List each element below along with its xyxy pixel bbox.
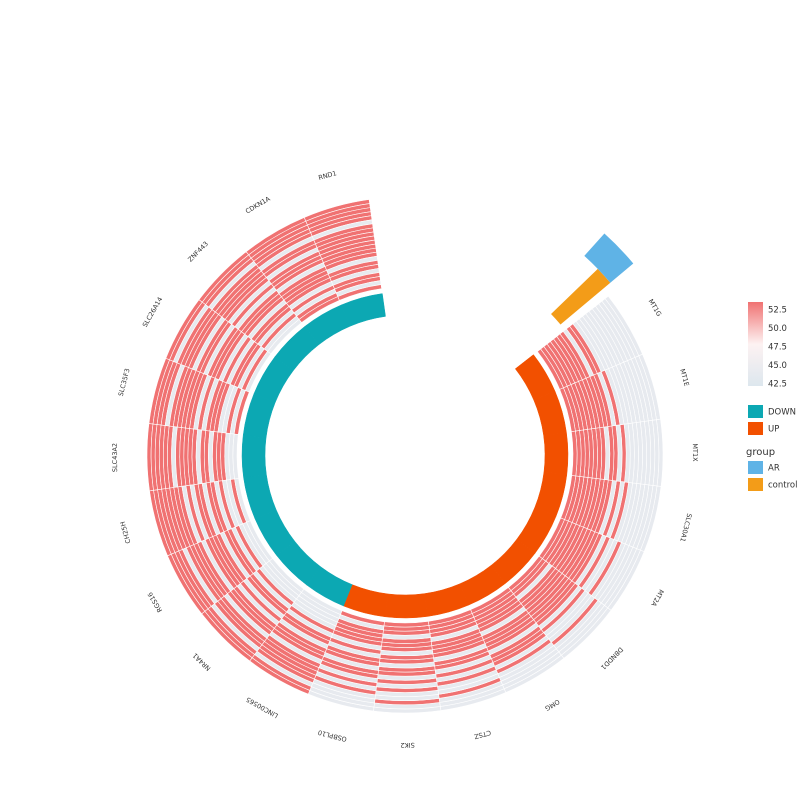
- gene-label: CTSZ: [473, 728, 492, 740]
- legend-swatch: [748, 422, 763, 435]
- heatmap-cell: [268, 558, 305, 593]
- heatmap-cell: [298, 296, 340, 324]
- gene-label: SLC30A1: [678, 513, 693, 543]
- direction-segment: [241, 434, 267, 478]
- direction-segment: [516, 507, 557, 554]
- direction-segment: [534, 471, 568, 517]
- gene-label: MT1G: [647, 298, 663, 318]
- direction-segment: [343, 584, 389, 618]
- gene-label: SLC26A14: [141, 296, 164, 329]
- direction-segment: [490, 538, 536, 584]
- gene-label: MT1E: [678, 368, 690, 387]
- gene-label: OMG: [543, 697, 561, 712]
- legend-label: control: [768, 481, 797, 491]
- heatmap-cell: [232, 433, 239, 480]
- gene-label: MT1X: [691, 443, 699, 462]
- heatmap-cell: [233, 390, 250, 435]
- legend-label: UP: [768, 425, 779, 435]
- gene-label: CDKN1A: [244, 194, 272, 215]
- colorbar-tick-label: 45.0: [768, 361, 787, 371]
- direction-segment: [543, 432, 569, 476]
- direction-segment: [254, 509, 296, 556]
- direction-segment: [306, 566, 353, 607]
- heatmap-cells: [146, 199, 664, 714]
- colorbar-tick-label: 50.0: [768, 324, 787, 334]
- gene-label: LINC00565: [245, 695, 280, 720]
- group-block-control: [551, 268, 611, 325]
- direction-segment: [340, 293, 386, 327]
- group-annotation-ring: [551, 233, 634, 325]
- heatmap-cell: [560, 475, 577, 520]
- heatmap-cell: [301, 588, 343, 615]
- heatmap-cell: [337, 284, 382, 301]
- heatmap-cell: [340, 610, 385, 627]
- legend-swatch: [748, 405, 763, 418]
- direction-segment: [514, 354, 556, 401]
- gene-label: RND1: [318, 169, 338, 182]
- gene-label: SLC35F3: [117, 368, 132, 398]
- direction-segment: [242, 393, 276, 439]
- direction-segment: [276, 540, 322, 586]
- direction-segment: [253, 356, 294, 403]
- colorbar-tick-label: 42.5: [768, 380, 787, 390]
- colorbar-tick-label: 52.5: [768, 306, 787, 316]
- legend: 52.5 50.0 47.5 45.0 42.5 DOWN UP group AR control: [746, 302, 797, 491]
- direction-segment: [274, 326, 320, 372]
- direction-segment: [243, 474, 277, 520]
- direction-segment: [459, 564, 506, 606]
- colorbar-tick-label: 47.5: [768, 343, 787, 353]
- legend-swatch: [748, 478, 763, 491]
- heatmap-cell: [267, 318, 302, 355]
- colorbar: [748, 302, 763, 386]
- heatmap-cell: [383, 621, 430, 628]
- heatmap-cell: [234, 478, 251, 523]
- heatmap-cell: [559, 387, 576, 432]
- direction-ring: [241, 293, 569, 619]
- heatmap-cell: [538, 517, 565, 559]
- heatmap-cell: [245, 351, 272, 393]
- gene-label: SIK2: [400, 741, 415, 749]
- heatmap-cell: [428, 609, 473, 626]
- gene-label: NR4A1: [191, 651, 212, 672]
- gene-label: RGS16: [146, 591, 164, 614]
- legend-swatch: [748, 461, 763, 474]
- gene-label: CH25H: [119, 520, 133, 544]
- heatmap-cell: [536, 348, 564, 390]
- legend-label: DOWN: [768, 408, 796, 418]
- group-block-ar: [584, 233, 634, 283]
- heatmap-cell: [246, 520, 274, 562]
- direction-segment: [384, 593, 428, 619]
- gene-label: SLC43A2: [111, 443, 119, 472]
- legend-group-title: group: [746, 447, 775, 458]
- legend-label: AR: [768, 464, 780, 474]
- gene-label: MT2A: [649, 588, 665, 608]
- heatmap-cell: [508, 555, 543, 592]
- heatmap-cell: [571, 430, 578, 477]
- gene-label: DBNDD1: [599, 645, 625, 671]
- gene-label: OSBPL10: [317, 728, 348, 743]
- direction-segment: [304, 304, 351, 346]
- direction-segment: [424, 583, 470, 617]
- gene-label: ZNF443: [186, 240, 210, 264]
- heatmap-cell: [470, 586, 512, 614]
- direction-segment: [533, 390, 567, 436]
